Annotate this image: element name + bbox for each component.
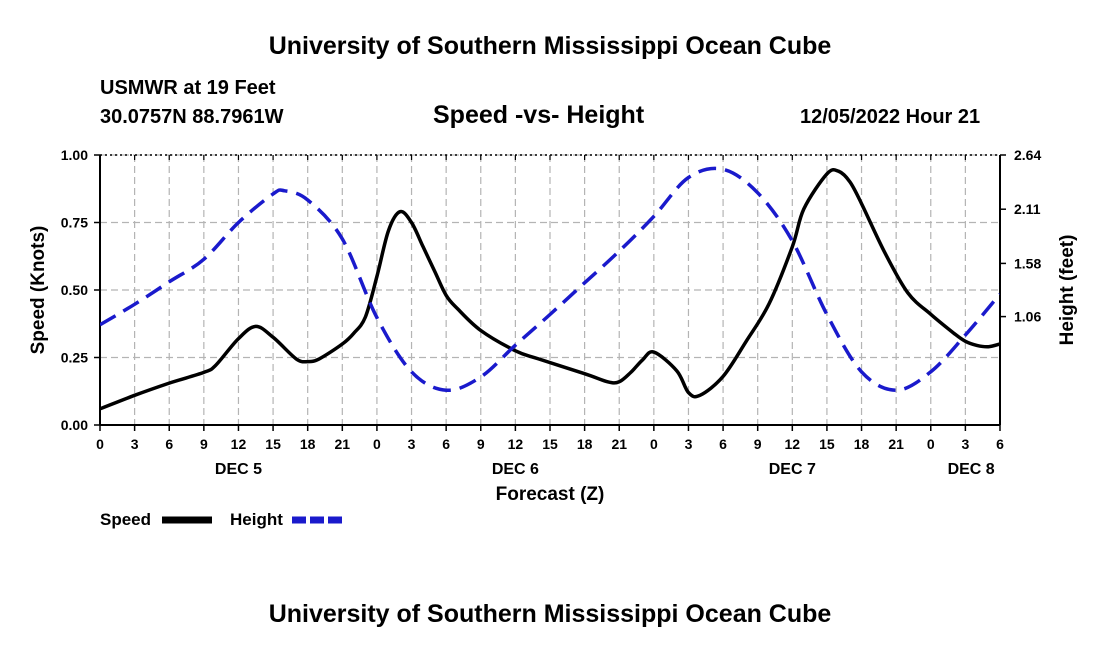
- x-tick-label: 6: [442, 436, 450, 452]
- day-label: DEC 5: [215, 461, 262, 478]
- day-label: DEC 8: [948, 461, 995, 478]
- x-tick-label: 15: [819, 436, 835, 452]
- y-tick-label-left: 0.75: [61, 215, 88, 231]
- x-tick-label: 3: [408, 436, 416, 452]
- legend-label-speed: Speed: [100, 510, 151, 529]
- x-tick-label: 18: [854, 436, 870, 452]
- x-tick-label: 9: [200, 436, 208, 452]
- y-tick-label-right: 1.06: [1014, 309, 1041, 325]
- y-axis-title-right: Height (feet): [1057, 235, 1078, 346]
- chart-subtitle: Speed -vs- Height: [433, 101, 645, 129]
- y-tick-label-left: 0.25: [61, 350, 88, 366]
- x-tick-label: 0: [96, 436, 104, 452]
- x-tick-label: 12: [785, 436, 801, 452]
- x-tick-label: 0: [373, 436, 381, 452]
- x-tick-label: 18: [300, 436, 316, 452]
- y-axis-title-left: Speed (Knots): [28, 226, 49, 355]
- series-line-height: [100, 166, 1000, 392]
- legend-label-height: Height: [230, 510, 283, 529]
- x-tick-label: 6: [719, 436, 727, 452]
- x-tick-label: 21: [888, 436, 904, 452]
- footer-title: University of Southern Mississippi Ocean…: [268, 600, 832, 628]
- y-tick-label-left: 0.50: [61, 282, 88, 298]
- x-tick-label: 9: [477, 436, 485, 452]
- x-tick-label: 3: [961, 436, 969, 452]
- x-tick-label: 15: [542, 436, 558, 452]
- x-tick-label: 12: [231, 436, 247, 452]
- x-tick-label: 9: [754, 436, 762, 452]
- day-label: DEC 6: [492, 461, 539, 478]
- y-tick-label-right: 2.11: [1014, 201, 1041, 217]
- station-coords: 30.0757N 88.7961W: [100, 106, 284, 128]
- x-tick-label: 0: [650, 436, 658, 452]
- x-tick-label: 12: [508, 436, 524, 452]
- station-label: USMWR at 19 Feet: [100, 77, 276, 99]
- x-tick-label: 0: [927, 436, 935, 452]
- x-tick-label: 21: [611, 436, 627, 452]
- x-tick-label: 15: [265, 436, 281, 452]
- forecast-datetime: 12/05/2022 Hour 21: [800, 106, 981, 128]
- x-tick-label: 21: [335, 436, 351, 452]
- day-label: DEC 7: [769, 461, 816, 478]
- x-tick-label: 6: [996, 436, 1004, 452]
- x-tick-label: 3: [131, 436, 139, 452]
- y-tick-label-left: 1.00: [61, 147, 88, 163]
- y-tick-label-left: 0.00: [61, 417, 88, 433]
- y-tick-label-right: 1.58: [1014, 255, 1041, 271]
- x-tick-label: 3: [685, 436, 693, 452]
- y-tick-label-right: 2.64: [1014, 147, 1041, 163]
- x-axis-title: Forecast (Z): [496, 484, 605, 505]
- chart-title: University of Southern Mississippi Ocean…: [268, 32, 832, 60]
- x-tick-label: 18: [577, 436, 593, 452]
- x-tick-label: 6: [165, 436, 173, 452]
- series-line-speed: [100, 167, 1000, 411]
